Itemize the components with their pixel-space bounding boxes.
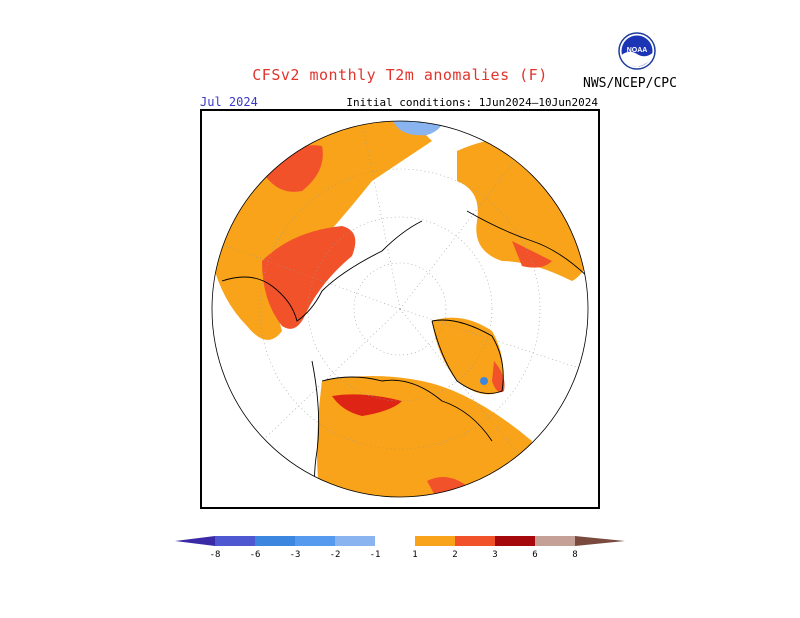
anomaly-region-siberia-red — [262, 145, 323, 192]
colorbar-arrow-cold — [175, 536, 215, 546]
colorbar-bin-neutral — [375, 536, 415, 546]
colorbar-bin-neg3 — [295, 536, 335, 546]
colorbar-bin-pos1 — [415, 536, 455, 546]
polar-anomaly-map — [200, 109, 600, 509]
anomaly-colorbar: -8 -6 -3 -2 -1 1 2 3 6 8 — [175, 536, 625, 560]
anomaly-region-europe-red — [262, 226, 356, 329]
anomaly-region-upper-right-red — [512, 241, 552, 268]
colorbar-tick: 3 — [492, 550, 497, 560]
colorbar-arrow-warm — [575, 536, 625, 546]
forecast-month: Jul 2024 — [200, 95, 258, 109]
colorbar-bin-pos6 — [535, 536, 575, 546]
colorbar-bin-pos2 — [455, 536, 495, 546]
colorbar-tick: -2 — [330, 550, 341, 560]
noaa-logo: NOAA — [618, 32, 656, 70]
colorbar-tick: 6 — [532, 550, 537, 560]
colorbar-tick: 8 — [572, 550, 577, 560]
colorbar-tick: -3 — [290, 550, 301, 560]
colorbar-bin-neg6 — [255, 536, 295, 546]
anomaly-region-cold-top — [394, 121, 443, 136]
colorbar-bin-neg2 — [335, 536, 375, 546]
colorbar-tick: 1 — [412, 550, 417, 560]
anomaly-region-greenland — [432, 317, 504, 395]
colorbar-bin-pos3 — [495, 536, 535, 546]
colorbar-bin-neg8 — [215, 536, 255, 546]
agency-label: NWS/NCEP/CPC — [583, 76, 677, 91]
colorbar-tick: -1 — [370, 550, 381, 560]
anomaly-region-canada-red — [332, 394, 402, 416]
colorbar-tick: 2 — [452, 550, 457, 560]
initial-conditions: Initial conditions: 1Jun2024–10Jun2024 — [346, 96, 598, 109]
anomaly-region-greenland-red — [492, 361, 505, 393]
colorbar-tick: -8 — [210, 550, 221, 560]
colorbar-tick: -6 — [250, 550, 261, 560]
svg-text:NOAA: NOAA — [627, 47, 648, 54]
map-title: CFSv2 monthly T2m anomalies (F) — [252, 66, 548, 84]
